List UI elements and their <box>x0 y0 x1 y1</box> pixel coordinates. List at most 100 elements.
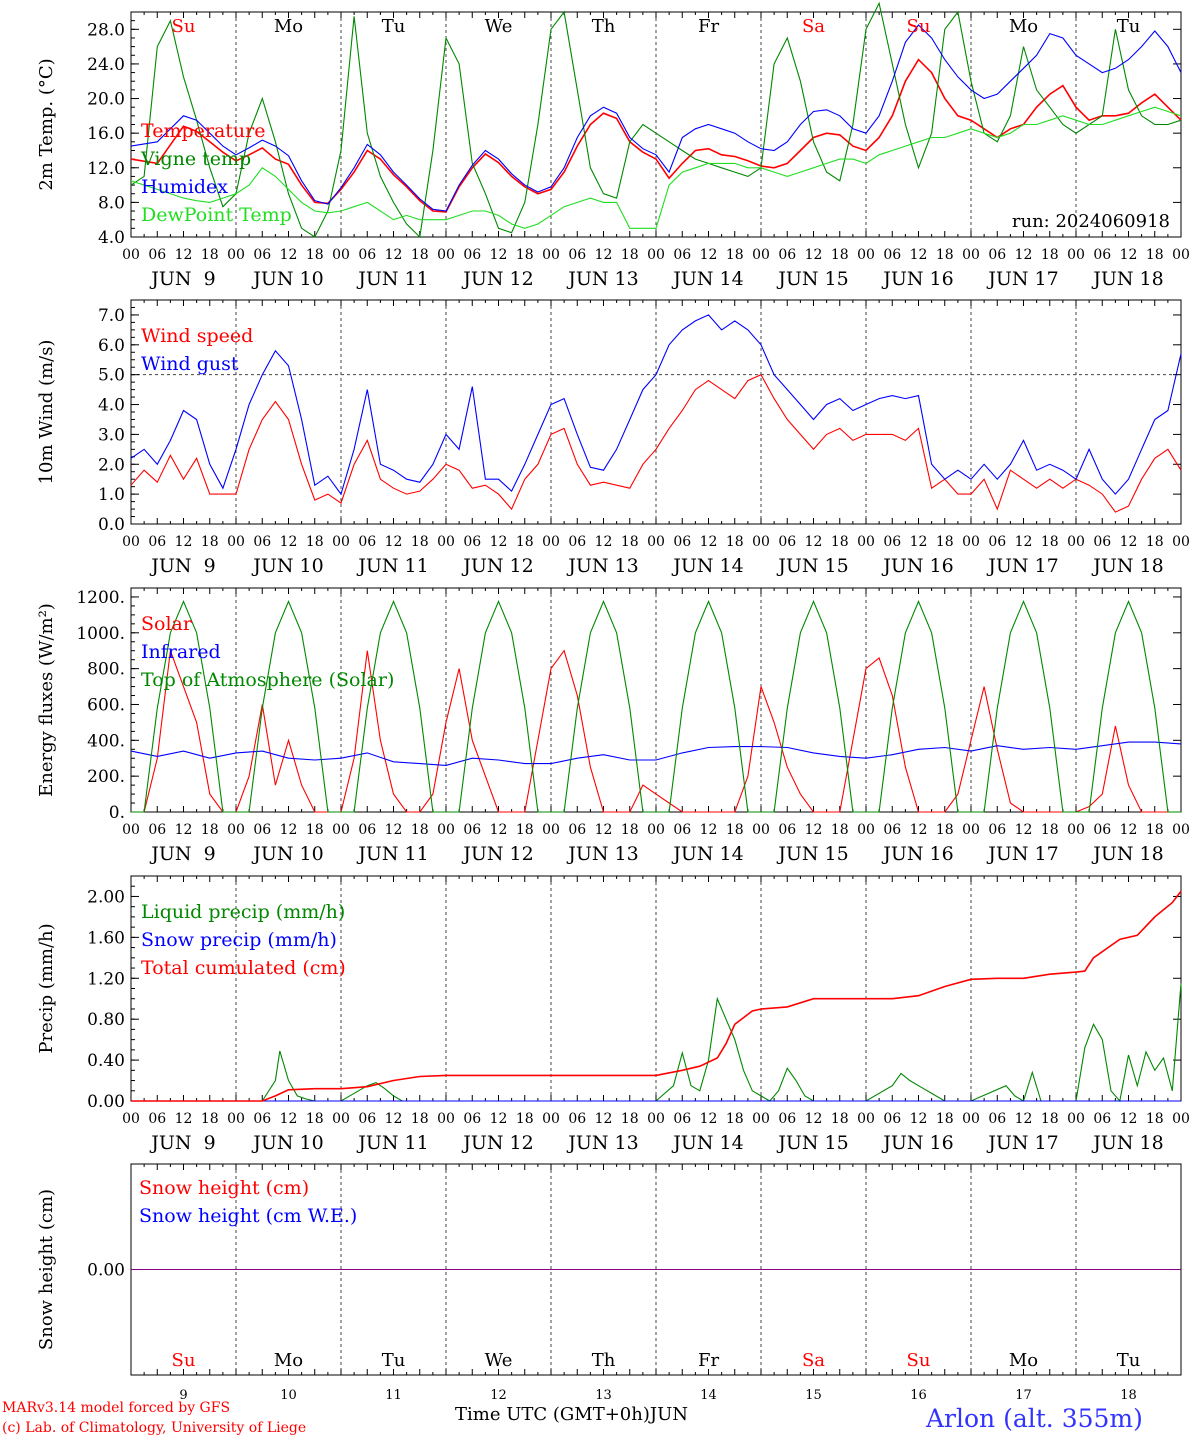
weekday-label: Tu <box>1117 16 1141 37</box>
date-label: JUN 14 <box>671 843 743 865</box>
hour-tick-label: 06 <box>568 822 586 838</box>
date-label: JUN 16 <box>881 555 953 577</box>
hour-tick-label: 18 <box>621 822 639 838</box>
hour-tick-label: 00 <box>857 247 875 263</box>
y-tick-label: 7.0 <box>98 306 125 326</box>
hour-tick-label: 12 <box>490 247 508 263</box>
bottom-day-number: 11 <box>385 1388 402 1403</box>
hour-tick-label: 06 <box>1093 822 1111 838</box>
plot-frame <box>130 587 1182 813</box>
x-axis-title: Time UTC (GMT+0h)JUN <box>455 1404 688 1425</box>
y-tick-label: 200. <box>87 767 125 787</box>
bottom-weekday-label: Th <box>592 1350 616 1371</box>
y-tick-label: 1.0 <box>98 485 125 505</box>
bottom-day-number: 12 <box>490 1388 507 1403</box>
hour-tick-label: 00 <box>857 534 875 550</box>
hour-tick-label: 18 <box>516 534 534 550</box>
hour-tick-label: 18 <box>201 247 219 263</box>
date-label: JUN 11 <box>356 555 428 577</box>
hour-tick-label: 00 <box>227 1111 245 1127</box>
legend-entry: Wind speed <box>141 325 253 347</box>
y-tick-label: 2.0 <box>98 455 125 475</box>
hour-tick-label: 12 <box>1015 822 1033 838</box>
hour-tick-label: 18 <box>1041 247 1059 263</box>
hour-tick-label: 06 <box>1093 247 1111 263</box>
hour-tick-label: 06 <box>253 822 271 838</box>
hour-tick-label: 18 <box>1041 534 1059 550</box>
run-annotation: run: 2024060918 <box>1012 211 1170 232</box>
y-tick-label: 20.0 <box>87 90 125 110</box>
plot-frame <box>130 299 1182 525</box>
hour-tick-label: 06 <box>568 1111 586 1127</box>
date-label: JUN 16 <box>881 1132 953 1154</box>
hour-tick-label: 00 <box>962 822 980 838</box>
date-label: JUN 10 <box>251 268 323 290</box>
y-axis-label: Precip (mm/h) <box>36 923 57 1053</box>
hour-tick-label: 18 <box>621 1111 639 1127</box>
hour-tick-label: 12 <box>910 822 928 838</box>
weekday-label: Su <box>172 16 196 37</box>
bottom-weekday-label: Tu <box>1117 1350 1141 1371</box>
date-label: JUN 17 <box>986 843 1058 865</box>
date-label: JUN 15 <box>776 268 848 290</box>
hour-tick-label: 00 <box>962 534 980 550</box>
y-tick-label: 6.0 <box>98 336 125 356</box>
y-tick-label: 800. <box>87 660 125 680</box>
hour-tick-label: 18 <box>306 822 324 838</box>
hour-tick-label: 00 <box>857 822 875 838</box>
hour-tick-label: 06 <box>988 822 1006 838</box>
date-label: JUN 13 <box>566 268 638 290</box>
hour-tick-label: 18 <box>306 534 324 550</box>
hour-tick-label: 06 <box>1093 1111 1111 1127</box>
date-label: JUN 11 <box>356 1132 428 1154</box>
hour-tick-label: 06 <box>358 822 376 838</box>
hour-tick-label: 00 <box>1172 247 1190 263</box>
legend-entry: Snow height (cm W.E.) <box>139 1205 357 1227</box>
hour-tick-label: 18 <box>411 534 429 550</box>
hour-tick-label: 00 <box>1172 1111 1190 1127</box>
date-label: JUN 17 <box>986 555 1058 577</box>
credit-line-1: MARv3.14 model forced by GFS <box>2 1400 231 1416</box>
date-label: JUN 10 <box>251 555 323 577</box>
hour-tick-label: 06 <box>673 247 691 263</box>
hour-tick-label: 18 <box>306 1111 324 1127</box>
legend-entry: Top of Atmosphere (Solar) <box>141 669 394 691</box>
hour-tick-label: 12 <box>700 1111 718 1127</box>
weekday-label: Su <box>907 16 931 37</box>
hour-tick-label: 18 <box>1146 1111 1164 1127</box>
date-label: JUN 12 <box>461 555 533 577</box>
y-tick-label: 5.0 <box>98 366 125 386</box>
series-line-dewpoint-temp <box>130 106 1182 229</box>
hour-tick-label: 00 <box>647 247 665 263</box>
hour-tick-label: 18 <box>411 822 429 838</box>
panel-energy <box>130 587 1182 813</box>
legend-entry: Wind gust <box>141 353 239 375</box>
hour-tick-label: 06 <box>463 534 481 550</box>
hour-tick-label: 00 <box>962 247 980 263</box>
hour-tick-label: 18 <box>1146 247 1164 263</box>
bottom-weekday-label: We <box>485 1350 513 1371</box>
date-label: JUN 9 <box>149 268 215 290</box>
hour-tick-label: 12 <box>280 247 298 263</box>
y-tick-label: 24.0 <box>87 55 125 75</box>
hour-tick-label: 00 <box>962 1111 980 1127</box>
hour-tick-label: 18 <box>1146 822 1164 838</box>
y-tick-label: 600. <box>87 695 125 715</box>
hour-tick-label: 12 <box>490 822 508 838</box>
hour-tick-label: 00 <box>227 247 245 263</box>
hour-tick-label: 12 <box>175 822 193 838</box>
hour-tick-label: 18 <box>831 247 849 263</box>
hour-tick-label: 12 <box>805 534 823 550</box>
hour-tick-label: 00 <box>122 534 140 550</box>
hour-tick-label: 12 <box>910 1111 928 1127</box>
hour-tick-label: 00 <box>437 822 455 838</box>
hour-tick-label: 00 <box>647 822 665 838</box>
weekday-label: Mo <box>1009 16 1038 37</box>
y-axis-label: 10m Wind (m/s) <box>36 340 57 485</box>
weekday-label: Th <box>592 16 616 37</box>
hour-tick-label: 12 <box>805 822 823 838</box>
hour-tick-label: 18 <box>306 247 324 263</box>
hour-tick-label: 00 <box>857 1111 875 1127</box>
hour-tick-label: 00 <box>332 534 350 550</box>
weekday-label: We <box>485 16 513 37</box>
